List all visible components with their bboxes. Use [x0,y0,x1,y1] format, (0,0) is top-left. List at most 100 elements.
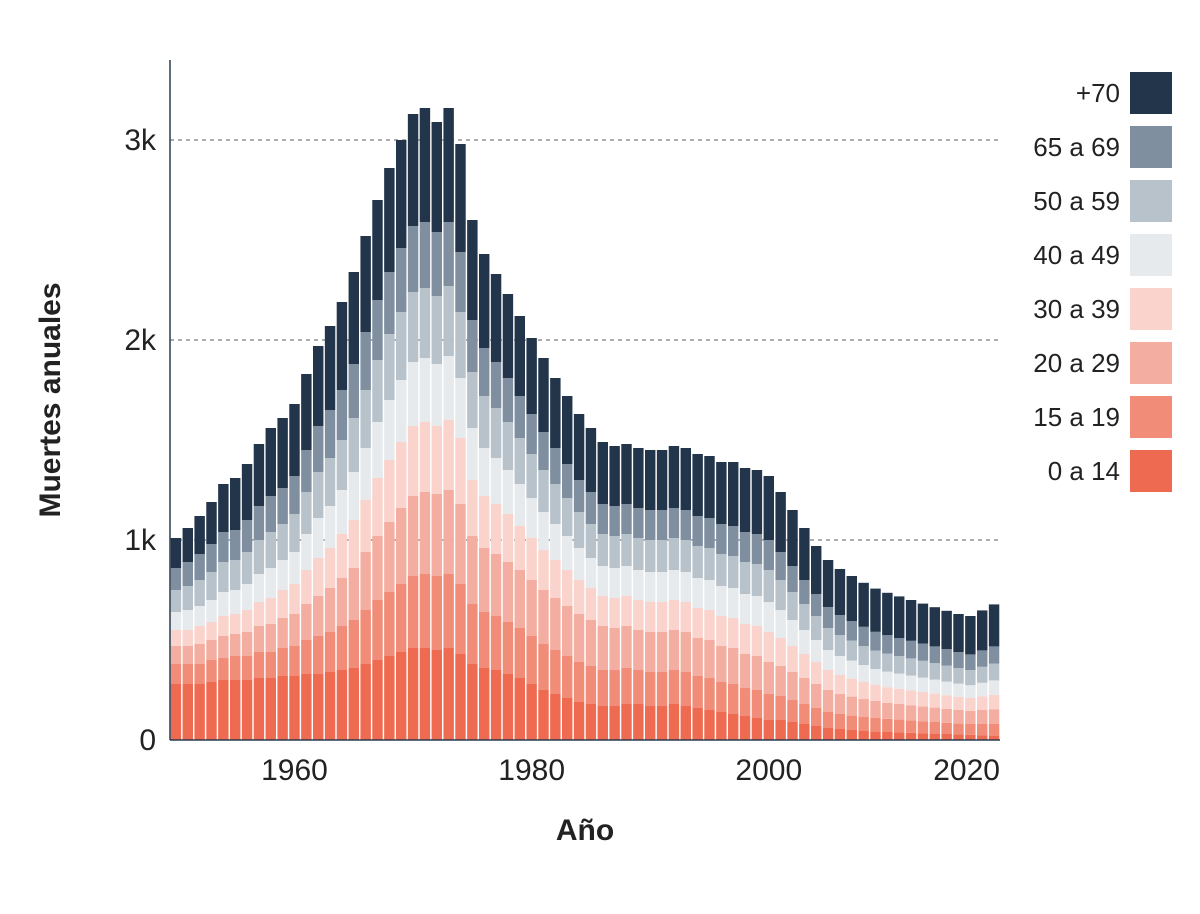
bar-segment [218,636,228,658]
bar-segment [349,472,359,520]
bar-segment [598,534,608,566]
y-tick-label: 2k [124,324,157,357]
bar-segment [645,632,655,672]
bar-segment [372,600,382,660]
bar-segment [681,572,691,602]
legend-swatch [1130,180,1172,222]
bar-segment [550,650,560,694]
bar-segment [562,606,572,656]
bar-segment [918,678,928,692]
bar-segment [242,520,252,552]
bar-segment [953,684,963,697]
bar-segment [313,426,323,472]
bar-segment [503,514,513,562]
bar-segment [313,518,323,558]
bar-segment [752,718,762,740]
bar-segment [621,566,631,596]
bar-segment [337,626,347,670]
bar-segment [384,592,394,656]
bar-segment [254,602,264,626]
bar-segment [538,358,548,432]
bar-segment [858,646,868,665]
bar-segment [787,510,797,566]
bar-segment [289,584,299,614]
bar-segment [894,656,904,674]
bar-segment [266,496,276,532]
bar-segment [645,602,655,632]
bar-segment [953,614,963,652]
bar-segment [669,670,679,704]
bar-segment [645,672,655,706]
bar-segment [669,630,679,670]
bar-segment [538,432,548,470]
bar-segment [230,656,240,680]
bar-segment [467,428,477,480]
bar-segment [977,724,987,735]
legend-swatch [1130,342,1172,384]
bar-segment [289,676,299,740]
bar-segment [894,704,904,720]
bar-segment [491,554,501,616]
bar-segment [586,524,596,558]
bar-segment [515,484,525,526]
bar-segment [598,670,608,706]
bar-segment [408,576,418,648]
bar-segment [728,588,738,618]
bar-segment [811,726,821,740]
bar-segment [408,426,418,496]
bar-segment [301,534,311,570]
bar-segment [337,670,347,740]
bar-segment [491,274,501,362]
bar-segment [764,694,774,720]
bar-segment [847,716,857,730]
bar-segment [633,448,643,508]
bar-segment [408,292,418,362]
bar-segment [764,570,774,602]
bar-segment [989,646,999,663]
bar-segment [692,676,702,708]
bar-segment [372,478,382,536]
bar-segment [432,364,442,426]
bar-segment [515,396,525,438]
bar-segment [467,372,477,428]
bar-segment [384,522,394,592]
bar-segment [598,626,608,670]
bar-segment [799,580,809,604]
bar-segment [752,564,762,596]
bar-segment [372,660,382,740]
bar-segment [443,648,453,740]
bar-segment [752,596,762,626]
bar-segment [337,534,347,578]
bar-segment [289,404,299,476]
bar-segment [313,674,323,740]
bar-segment [882,732,892,740]
bar-segment [894,638,904,656]
bar-segment [515,678,525,740]
bar-segment [467,220,477,320]
bar-segment [621,504,631,534]
bar-segment [277,676,287,740]
bar-segment [266,428,276,496]
bar-segment [360,500,370,552]
bar-segment [503,622,513,674]
bar-segment [775,610,785,638]
bar-segment [266,568,276,598]
bar-segment [847,679,857,697]
bar-segment [728,526,738,556]
bar-segment [870,669,880,685]
bar-segment [277,648,287,676]
bar-segment [621,668,631,704]
bar-segment [301,640,311,674]
bar-segment [372,536,382,600]
bar-segment [337,302,347,390]
bar-segment [716,646,726,682]
bar-segment [847,661,857,679]
bar-segment [669,570,679,600]
bar-segment [882,635,892,653]
bar-segment [171,630,181,646]
bar-segment [977,650,987,666]
bar-segment [194,580,204,606]
bar-segment [657,572,667,602]
bar-segment [894,720,904,733]
bar-segment [171,538,181,568]
